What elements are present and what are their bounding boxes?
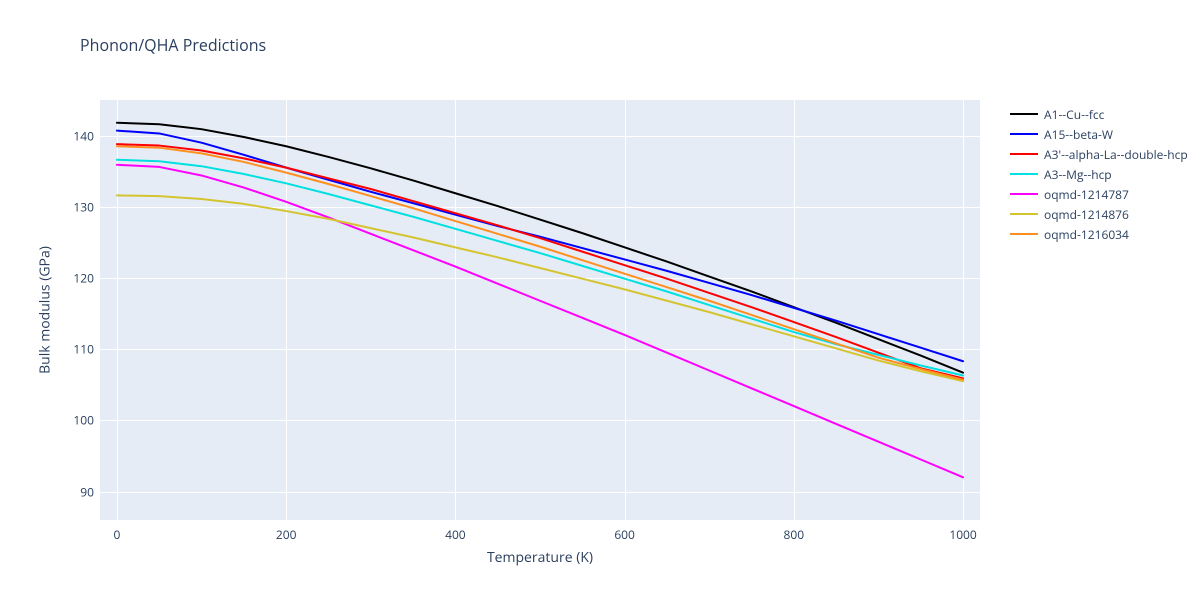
legend-item[interactable]: A3--Mg--hcp [1010, 164, 1188, 184]
legend-swatch [1010, 213, 1038, 215]
legend-label: A1--Cu--fcc [1044, 106, 1104, 123]
legend-swatch [1010, 113, 1038, 115]
legend-item[interactable]: oqmd-1214876 [1010, 204, 1188, 224]
x-axis-label: Temperature (K) [487, 548, 593, 567]
legend-item[interactable]: oqmd-1214787 [1010, 184, 1188, 204]
series-line[interactable] [117, 195, 963, 381]
legend-label: oqmd-1214787 [1044, 186, 1129, 203]
x-tick-label: 800 [784, 526, 805, 543]
legend-swatch [1010, 233, 1038, 235]
series-lines [0, 0, 1200, 600]
legend-item[interactable]: oqmd-1216034 [1010, 224, 1188, 244]
x-tick-label: 600 [614, 526, 635, 543]
legend-swatch [1010, 193, 1038, 195]
legend-label: oqmd-1216034 [1044, 226, 1129, 243]
y-tick-label: 110 [73, 341, 94, 358]
y-tick-label: 100 [73, 412, 94, 429]
legend-item[interactable]: A1--Cu--fcc [1010, 104, 1188, 124]
legend-swatch [1010, 133, 1038, 135]
y-tick-label: 130 [73, 198, 94, 215]
legend-label: A3--Mg--hcp [1044, 166, 1112, 183]
legend-label: A3'--alpha-La--double-hcp [1044, 146, 1188, 163]
legend-swatch [1010, 173, 1038, 175]
y-tick-label: 120 [73, 269, 94, 286]
legend-item[interactable]: A3'--alpha-La--double-hcp [1010, 144, 1188, 164]
y-tick-label: 90 [80, 483, 94, 500]
chart-container: { "chart": { "type": "line", "title": "P… [0, 0, 1200, 600]
x-tick-label: 400 [445, 526, 466, 543]
y-tick-label: 140 [73, 127, 94, 144]
legend-label: oqmd-1214876 [1044, 206, 1129, 223]
legend-swatch [1010, 153, 1038, 155]
x-tick-label: 1000 [949, 526, 976, 543]
legend-label: A15--beta-W [1044, 126, 1113, 143]
x-tick-label: 200 [276, 526, 297, 543]
y-axis-label: Bulk modulus (GPa) [36, 246, 55, 374]
legend: A1--Cu--fcc A15--beta-W A3'--alpha-La--dou… [1010, 104, 1188, 244]
series-line[interactable] [117, 123, 963, 373]
x-tick-label: 0 [113, 526, 120, 543]
legend-item[interactable]: A15--beta-W [1010, 124, 1188, 144]
